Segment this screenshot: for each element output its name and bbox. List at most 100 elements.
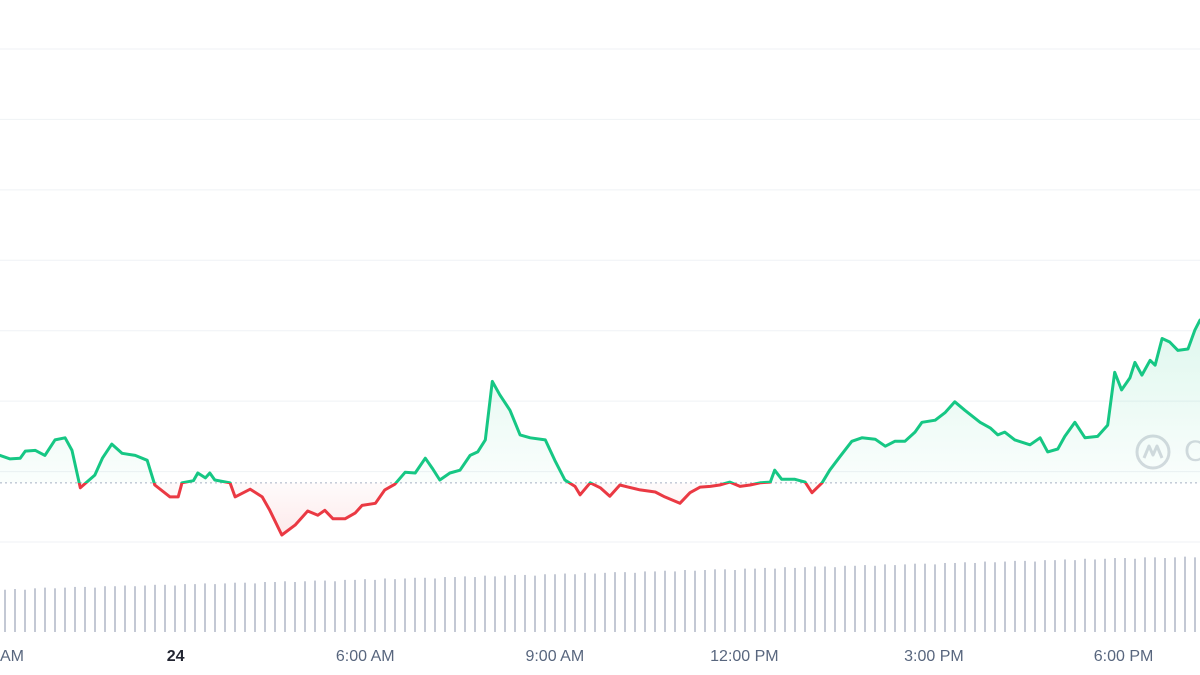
volume-bar xyxy=(134,586,136,632)
volume-bar xyxy=(964,562,966,632)
price-line xyxy=(0,318,1200,537)
volume-bar xyxy=(1174,557,1176,632)
volume-bar xyxy=(1184,556,1186,632)
volume-bar xyxy=(384,578,386,632)
x-tick-label: 9:00 AM xyxy=(525,648,584,665)
volume-bar xyxy=(214,584,216,632)
volume-bar xyxy=(274,581,276,632)
volume-bar xyxy=(1054,560,1056,632)
volume-bar xyxy=(534,575,536,632)
volume-bar xyxy=(4,589,6,632)
volume-bar xyxy=(804,567,806,632)
volume-bar xyxy=(864,565,866,632)
volume-bar xyxy=(854,565,856,632)
volume-bar xyxy=(984,561,986,632)
volume-bar xyxy=(394,579,396,632)
volume-bar xyxy=(1074,560,1076,632)
price-area xyxy=(0,320,1200,535)
volume-bar xyxy=(194,584,196,632)
volume-bar xyxy=(204,583,206,632)
volume-bar xyxy=(444,577,446,632)
volume-bar xyxy=(1064,559,1066,632)
volume-bar xyxy=(824,566,826,632)
volume-bar xyxy=(114,586,116,632)
volume-bar xyxy=(1144,557,1146,632)
volume-bar xyxy=(224,583,226,632)
volume-bar xyxy=(524,574,526,632)
volume-bar xyxy=(284,581,286,632)
volume-bar xyxy=(294,581,296,632)
volume-bar xyxy=(354,579,356,632)
volume-bar xyxy=(1004,561,1006,632)
volume-bar xyxy=(1154,557,1156,632)
volume-bar xyxy=(14,589,16,632)
volume-bar xyxy=(654,571,656,632)
volume-bar xyxy=(24,589,26,632)
volume-bar xyxy=(1024,560,1026,632)
volume-bar xyxy=(1194,557,1196,632)
volume-bar xyxy=(564,573,566,632)
volume-bar xyxy=(144,585,146,632)
volume-bar xyxy=(484,575,486,632)
volume-bar xyxy=(884,564,886,632)
volume-bar xyxy=(254,583,256,632)
volume-bar xyxy=(34,588,36,632)
volume-bar xyxy=(124,585,126,632)
volume-bar xyxy=(994,562,996,632)
volume-bar xyxy=(644,571,646,632)
volume-bar xyxy=(684,570,686,632)
volume-bar xyxy=(844,565,846,632)
volume-bar xyxy=(44,587,46,632)
volume-bar xyxy=(304,581,306,632)
volume-bar xyxy=(904,564,906,632)
volume-bar xyxy=(874,565,876,632)
volume-bar xyxy=(584,572,586,632)
volume-bar xyxy=(324,580,326,632)
volume-bar xyxy=(1044,560,1046,632)
volume-bar xyxy=(504,575,506,632)
volume-bar xyxy=(724,569,726,632)
x-tick-label: 3:00 PM xyxy=(904,648,964,665)
volume-bar xyxy=(1114,558,1116,632)
volume-bar xyxy=(944,562,946,632)
volume-bar xyxy=(454,577,456,632)
volume-bar xyxy=(424,577,426,632)
volume-bar xyxy=(784,567,786,632)
volume-bar xyxy=(954,562,956,632)
volume-bar xyxy=(914,563,916,632)
volume-bar xyxy=(334,581,336,632)
volume-bar xyxy=(614,572,616,632)
x-tick-label: 24 xyxy=(167,648,185,665)
volume-bar xyxy=(1084,558,1086,632)
volume-bar xyxy=(54,588,56,632)
volume-bar xyxy=(1034,561,1036,632)
volume-bar xyxy=(754,568,756,632)
volume-bar xyxy=(814,566,816,632)
volume-bar xyxy=(404,578,406,632)
volume-bar xyxy=(1134,558,1136,632)
volume-bar xyxy=(594,573,596,632)
volume-bar xyxy=(434,578,436,632)
volume-bar xyxy=(94,587,96,632)
volume-bar xyxy=(894,565,896,632)
volume-bar xyxy=(544,574,546,632)
volume-bar xyxy=(934,564,936,632)
x-tick-label: 12:00 PM xyxy=(710,648,778,665)
volume-bar xyxy=(764,567,766,632)
volume-bar xyxy=(664,570,666,632)
volume-bar xyxy=(314,580,316,632)
volume-bar xyxy=(514,574,516,632)
volume-bar xyxy=(264,581,266,632)
volume-bar xyxy=(104,586,106,632)
volume-bar xyxy=(494,576,496,632)
volume-bar xyxy=(974,562,976,632)
volume-bar xyxy=(464,576,466,632)
volume-bar xyxy=(474,577,476,632)
volume-bar xyxy=(414,577,416,632)
volume-bar xyxy=(604,572,606,632)
volume-bar xyxy=(364,579,366,632)
volume-bar xyxy=(634,572,636,632)
volume-bar xyxy=(1104,558,1106,632)
volume-bar xyxy=(374,579,376,632)
